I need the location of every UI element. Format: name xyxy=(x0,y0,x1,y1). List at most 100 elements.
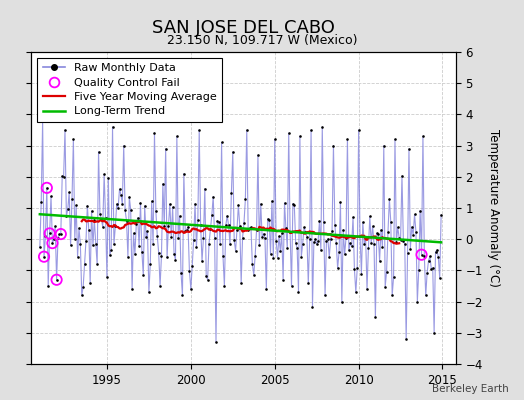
Point xyxy=(377,227,385,233)
Point xyxy=(153,233,161,239)
Point xyxy=(253,227,261,233)
Point xyxy=(136,200,145,206)
Point xyxy=(413,298,421,305)
Point xyxy=(296,133,304,140)
Point xyxy=(299,240,307,247)
Point xyxy=(212,339,220,345)
Point xyxy=(289,200,297,207)
Point xyxy=(307,127,315,133)
Point xyxy=(192,244,201,250)
Point xyxy=(394,224,402,230)
Point xyxy=(188,262,196,269)
Point xyxy=(270,136,279,142)
Point xyxy=(187,286,195,292)
Point xyxy=(233,227,241,233)
Point xyxy=(208,212,216,218)
Point xyxy=(354,127,363,133)
Point xyxy=(36,244,44,250)
Point xyxy=(362,234,370,240)
Point xyxy=(379,142,388,149)
Point xyxy=(100,171,108,178)
Point xyxy=(303,234,311,240)
Text: Berkeley Earth: Berkeley Earth xyxy=(432,384,508,394)
Point xyxy=(329,142,337,149)
Point xyxy=(223,212,232,219)
Point xyxy=(276,248,285,254)
Point xyxy=(88,208,96,214)
Point xyxy=(358,219,367,226)
Point xyxy=(44,283,52,289)
Point xyxy=(190,237,198,243)
Point xyxy=(185,268,194,274)
Point xyxy=(240,220,248,226)
Point xyxy=(412,229,420,235)
Point xyxy=(363,286,371,292)
Point xyxy=(337,298,346,305)
Point xyxy=(51,223,59,230)
Point xyxy=(291,240,300,246)
Point xyxy=(389,274,398,280)
Point xyxy=(234,202,243,208)
Point xyxy=(129,230,138,236)
Point xyxy=(138,249,146,256)
Point xyxy=(57,231,65,237)
Point xyxy=(202,272,211,279)
Point xyxy=(124,254,132,260)
Point xyxy=(161,146,170,152)
Point xyxy=(324,236,332,242)
Point xyxy=(52,276,61,283)
Point xyxy=(304,280,312,286)
Point xyxy=(375,258,384,264)
Point xyxy=(230,237,238,244)
Point xyxy=(347,243,356,249)
Point xyxy=(115,186,124,192)
Point xyxy=(174,235,182,242)
Point xyxy=(305,236,314,242)
Point xyxy=(48,240,57,246)
Point xyxy=(315,218,324,224)
Point xyxy=(55,231,63,238)
Point xyxy=(403,250,412,257)
Point xyxy=(269,255,278,262)
Point xyxy=(429,264,437,271)
Point xyxy=(406,246,414,252)
Point xyxy=(378,243,387,250)
Point xyxy=(59,174,68,180)
Point xyxy=(130,251,139,258)
Point xyxy=(181,228,190,234)
Point xyxy=(427,266,435,272)
Point xyxy=(425,253,434,260)
Point xyxy=(169,204,177,210)
Point xyxy=(63,206,72,212)
Point xyxy=(431,249,440,255)
Point xyxy=(108,124,117,130)
Point xyxy=(213,218,222,224)
Point xyxy=(419,133,427,140)
Point xyxy=(48,240,57,246)
Point xyxy=(318,124,326,130)
Point xyxy=(316,246,325,253)
Point xyxy=(93,261,101,267)
Point xyxy=(384,229,392,235)
Point xyxy=(245,225,254,231)
Point xyxy=(280,200,289,206)
Point xyxy=(118,201,126,207)
Point xyxy=(414,267,423,274)
Point xyxy=(163,254,171,260)
Point xyxy=(345,247,353,253)
Point xyxy=(285,130,293,136)
Point xyxy=(417,252,425,258)
Point xyxy=(261,235,269,242)
Point xyxy=(434,254,442,260)
Point xyxy=(96,211,104,217)
Point xyxy=(219,253,227,259)
Point xyxy=(107,246,115,253)
Point xyxy=(326,236,335,242)
Point xyxy=(287,283,296,289)
Point xyxy=(134,215,142,221)
Point xyxy=(222,222,230,228)
Point xyxy=(67,242,75,249)
Point xyxy=(398,173,406,179)
Point xyxy=(117,192,125,198)
Point xyxy=(140,202,149,209)
